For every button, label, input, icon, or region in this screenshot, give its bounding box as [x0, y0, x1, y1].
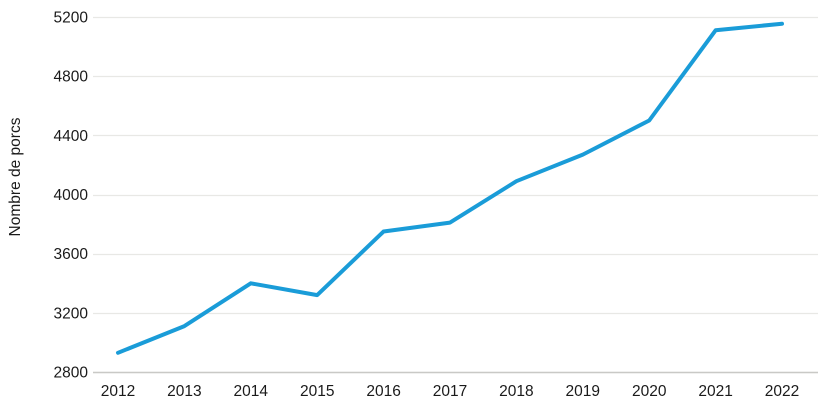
y-tick-label: 4400 — [54, 128, 89, 145]
y-tick-label: 4800 — [54, 69, 89, 86]
x-tick-label: 2013 — [167, 383, 201, 400]
y-tick-label: 4000 — [54, 187, 89, 204]
y-tick-label: 2800 — [54, 365, 89, 382]
x-tick-label: 2016 — [366, 383, 400, 400]
x-tick-label: 2014 — [234, 383, 269, 400]
x-tick-label: 2021 — [698, 383, 732, 400]
x-tick-label: 2012 — [101, 383, 135, 400]
x-tick-label: 2015 — [300, 383, 334, 400]
x-tick-label: 2020 — [632, 383, 667, 400]
x-tick-label: 2019 — [566, 383, 600, 400]
y-axis-title: Nombre de porcs — [7, 117, 24, 236]
y-tick-label: 3200 — [54, 305, 89, 322]
x-tick-label: 2018 — [499, 383, 533, 400]
x-tick-label: 2022 — [765, 383, 799, 400]
x-tick-label: 2017 — [433, 383, 467, 400]
data-series-layer — [116, 21, 784, 355]
gridlines-layer — [93, 16, 818, 374]
y-tick-label: 3600 — [54, 246, 89, 263]
data-line — [116, 21, 784, 355]
tick-labels-layer: 2800 3200 3600 4000 4400 4800 5200 2012 2013 2014… — [54, 10, 800, 401]
y-tick-label: 5200 — [54, 10, 89, 27]
